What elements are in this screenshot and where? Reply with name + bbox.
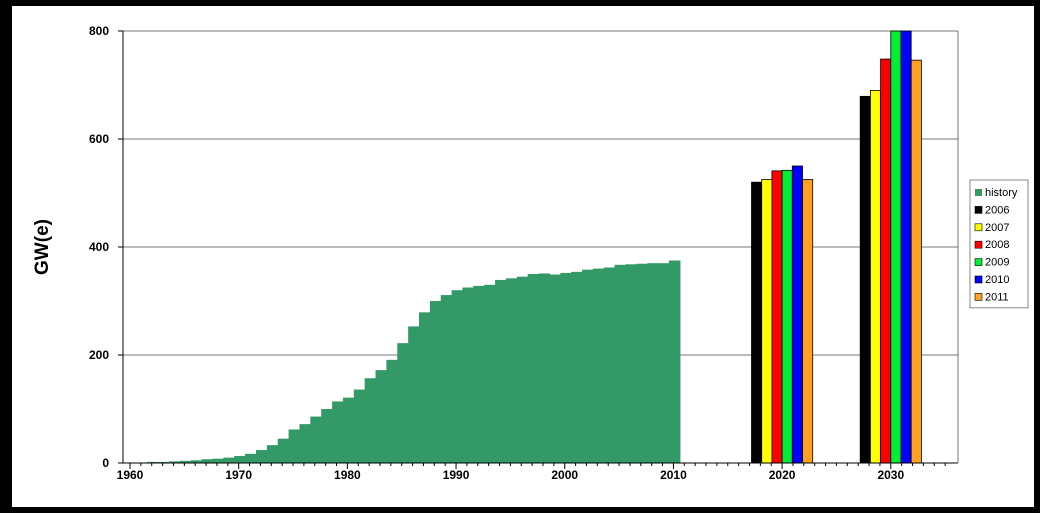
- history-bar: [397, 343, 409, 463]
- history-bar: [245, 453, 257, 463]
- history-bar: [647, 263, 659, 463]
- projection-bar: [910, 59, 922, 464]
- history-bars: [125, 260, 681, 463]
- x-tick-label: 1960: [117, 468, 144, 482]
- history-bar: [169, 461, 181, 463]
- history-bar: [223, 457, 235, 463]
- history-bar: [255, 450, 268, 463]
- history-bar: [147, 461, 159, 463]
- legend-swatch: [974, 240, 983, 249]
- history-bar: [592, 268, 605, 463]
- legend-label: 2010: [985, 274, 1009, 286]
- legend-swatch: [974, 293, 983, 301]
- history-bar: [342, 397, 355, 463]
- history-bar: [668, 260, 681, 463]
- history-bar: [505, 278, 518, 463]
- projection-bar: [890, 30, 902, 464]
- history-bar: [190, 460, 203, 463]
- legend-label: 2011: [985, 291, 1009, 303]
- projection-bar: [791, 165, 803, 464]
- history-bar: [299, 424, 311, 463]
- history-bar: [614, 264, 627, 463]
- y-tick-label: 400: [89, 240, 109, 254]
- history-bar: [560, 272, 572, 463]
- history-bar: [179, 460, 192, 463]
- legend-label: 2009: [985, 257, 1009, 269]
- y-tick-label: 200: [89, 348, 109, 362]
- history-bar: [582, 269, 594, 463]
- history-bar: [321, 409, 333, 463]
- history-bar: [516, 276, 529, 463]
- y-tick-label: 800: [89, 24, 109, 38]
- history-bar: [473, 285, 485, 463]
- x-tick-labels: 1960 1970 1980 1990 2000 2010 2020 2030: [117, 468, 905, 482]
- projection-bar: [761, 179, 773, 464]
- history-bar: [484, 284, 496, 463]
- projection-bar: [900, 30, 912, 464]
- axes: [118, 30, 959, 469]
- history-bar: [429, 301, 442, 463]
- projection-bar: [751, 181, 763, 464]
- legend-swatch: [974, 258, 983, 266]
- history-bar: [571, 271, 583, 463]
- legend-label: 2006: [985, 204, 1009, 216]
- projection-bar: [869, 90, 881, 464]
- history-bar: [440, 295, 453, 463]
- history-bar: [527, 274, 540, 463]
- y-tick-labels: 0 200 400 600 800: [89, 24, 109, 470]
- projection-bar: [859, 95, 871, 464]
- projection-bar: [880, 58, 892, 464]
- x-tick-label: 1980: [334, 468, 361, 482]
- legend-swatch: [975, 189, 982, 196]
- history-bar: [277, 438, 290, 463]
- projection-bar: [781, 169, 793, 464]
- projection-bar: [771, 170, 783, 464]
- legend-label: 2008: [985, 239, 1009, 251]
- history-bar: [408, 326, 420, 463]
- x-tick-label: 2030: [877, 468, 904, 482]
- y-tick-label: 600: [89, 132, 109, 146]
- history-bar: [386, 359, 398, 463]
- chart-canvas: 0 200 400 600 800 1960 1970 1980 1990 2000 2010 20…: [12, 6, 1034, 507]
- y-axis-label: GW(e): [32, 219, 53, 275]
- x-tick-label: 1970: [225, 468, 252, 482]
- history-bar: [234, 455, 246, 463]
- nuclear-capacity-chart: 0 200 400 600 800 1960 1970 1980 1990 2000 2010 20…: [32, 24, 1029, 482]
- history-bar: [266, 445, 279, 463]
- history-bar: [212, 458, 224, 463]
- history-bar: [625, 264, 637, 463]
- history-bar: [364, 378, 377, 463]
- history-bar: [332, 401, 344, 463]
- x-tick-label: 2020: [769, 468, 796, 482]
- history-bar: [603, 267, 616, 463]
- legend-swatch: [974, 223, 983, 232]
- history-bar: [288, 429, 301, 463]
- legend: history 2006 2007 2008 2009 2010 2011: [969, 179, 1029, 309]
- y-tick-label: 0: [102, 456, 109, 470]
- history-bar: [538, 273, 551, 463]
- history-bar: [201, 459, 214, 463]
- legend-swatch: [974, 206, 983, 214]
- history-bar: [353, 389, 366, 463]
- history-bar: [636, 263, 648, 463]
- history-bar: [310, 416, 322, 463]
- legend-swatch: [974, 275, 983, 284]
- history-bar: [495, 279, 507, 463]
- history-bar: [451, 290, 464, 463]
- legend-label: history: [985, 187, 1018, 199]
- history-bar: [419, 312, 431, 463]
- legend-label: 2007: [985, 222, 1009, 234]
- history-bar: [375, 370, 388, 463]
- projection-bar: [802, 179, 814, 464]
- x-tick-label: 2010: [660, 468, 687, 482]
- x-tick-label: 2000: [551, 468, 578, 482]
- history-bar: [462, 287, 474, 463]
- x-tick-label: 1990: [443, 468, 470, 482]
- history-bar: [549, 274, 561, 463]
- history-bar: [658, 263, 670, 463]
- history-bar: [158, 461, 170, 463]
